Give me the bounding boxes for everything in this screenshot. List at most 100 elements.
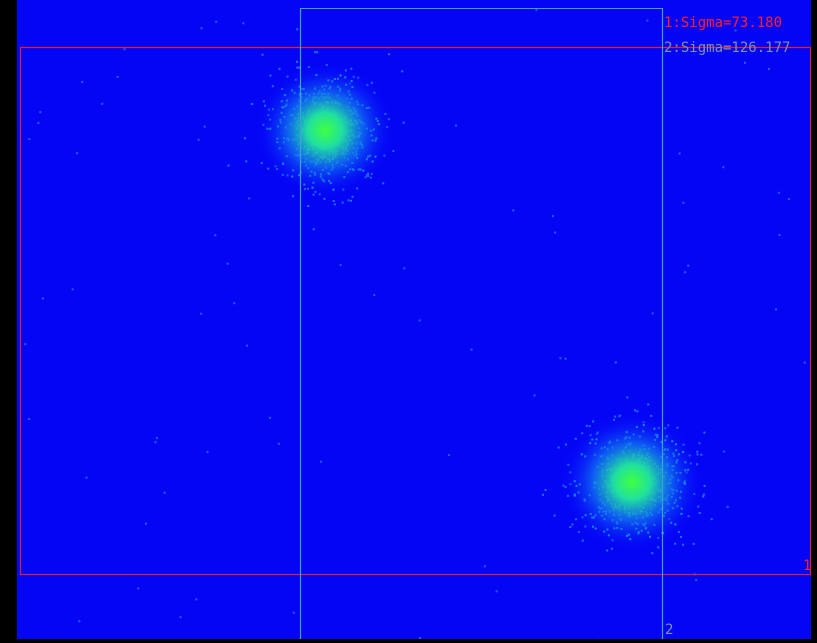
speckle-dot [155,441,157,443]
speckle-dot [392,150,394,152]
speckle-dot [246,345,248,347]
speckle-dot [39,111,41,113]
speckle-dot [615,361,617,363]
speckle-dot [682,202,684,204]
speckle-dot [214,234,216,236]
speckle-dot [626,396,628,398]
speckle-dot [195,598,197,600]
speckle-dot [496,590,498,592]
speckle-dot [403,267,405,269]
speckle-dot [471,349,473,351]
speckle-dot [124,48,126,50]
speckle-dot [101,103,103,105]
speckle-dot [569,526,571,528]
speckle-dot [703,432,705,434]
speckle-dot [768,68,770,70]
speckle-dot [682,544,684,546]
speckle-dot [646,20,648,22]
speckle-dot [81,81,83,83]
speckle-dot [651,552,653,554]
page: 1:Sigma=73.180 2:Sigma=126.177 1 2 (() =… [0,0,817,639]
speckle-dot [788,198,790,200]
speckle-dot [279,68,281,70]
speckle-dot [292,195,294,197]
speckle-dot [679,153,681,155]
speckle-dot [313,228,315,230]
speckle-dot [76,152,78,154]
speckle-dot [545,489,547,491]
speckle-dot [180,616,182,618]
speckle-dot [582,540,584,542]
speckle-dot [314,51,316,53]
speckle-dot [342,202,344,204]
roi-marker: 1 [803,558,811,574]
speckle-dot [242,22,244,24]
speckle-dot [723,451,725,453]
speckle-dot [559,357,561,359]
speckle-dot [28,138,30,140]
speckle-dot [711,518,713,520]
speckle-dot [296,28,298,30]
speckle-dot [552,215,554,217]
speckle-dot [316,51,318,53]
speckle-dot [699,442,701,444]
speckle-dot [156,437,158,439]
speckle-dot [201,27,203,29]
speckle-dot [269,75,271,77]
speckle-dot [804,362,806,364]
speckle-dot [419,320,421,322]
speckle-dot [334,203,336,205]
speckle-dot [207,451,209,453]
speckle-dot [37,122,39,124]
speckle-dot [350,200,352,202]
speckle-dot [28,418,30,420]
speckle-dot [373,294,375,296]
speckle-dot [647,404,649,406]
speckle-dot [388,53,390,55]
speckle-dot [227,263,229,265]
speckle-dot [680,536,682,538]
speckle-dot [198,139,200,141]
sigma-label: 2:Sigma=126.177 [664,40,790,56]
speckle-dot [86,477,88,479]
speckle-dot [137,587,139,589]
speckle-dot [558,447,560,449]
speckle-dot [586,425,588,427]
speckle-dot [320,461,322,463]
speckle-dot [261,162,263,164]
speckle-dot [636,410,638,412]
speckle-dot [72,288,74,290]
speckle-dot [251,103,253,105]
speckle-dot [778,192,780,194]
speckle-dot [775,308,777,310]
speckle-dot [348,199,350,201]
speckle-dot [340,264,342,266]
speckle-dot [228,165,230,167]
speckle-dot [233,302,235,304]
speckle-dot [578,531,580,533]
speckle-dot [693,543,695,545]
speckle-dot [779,234,781,236]
beam-view: 1:Sigma=73.180 2:Sigma=126.177 1 2 [0,0,817,639]
speckle-dot [78,620,80,622]
speckle-dot [700,454,702,456]
speckle-dot [401,70,403,72]
speckle-dot [695,579,697,581]
speckle-dot [484,565,486,567]
speckle-dot [652,312,654,314]
speckle-dot [307,205,309,207]
speckle-dot [42,298,44,300]
speckle-dot [382,182,384,184]
speckle-dot [215,21,217,23]
speckle-dot [722,166,724,168]
speckle-dot [117,76,119,78]
speckle-dot [512,210,514,212]
speckle-dot [554,515,556,517]
speckle-dot [244,137,246,139]
speckle-dot [200,313,202,315]
speckle-dot [744,62,746,64]
beam-spot [255,62,395,198]
speckle-dot [248,198,250,200]
speckle-dot [164,492,166,494]
speckle-dot [703,494,705,496]
